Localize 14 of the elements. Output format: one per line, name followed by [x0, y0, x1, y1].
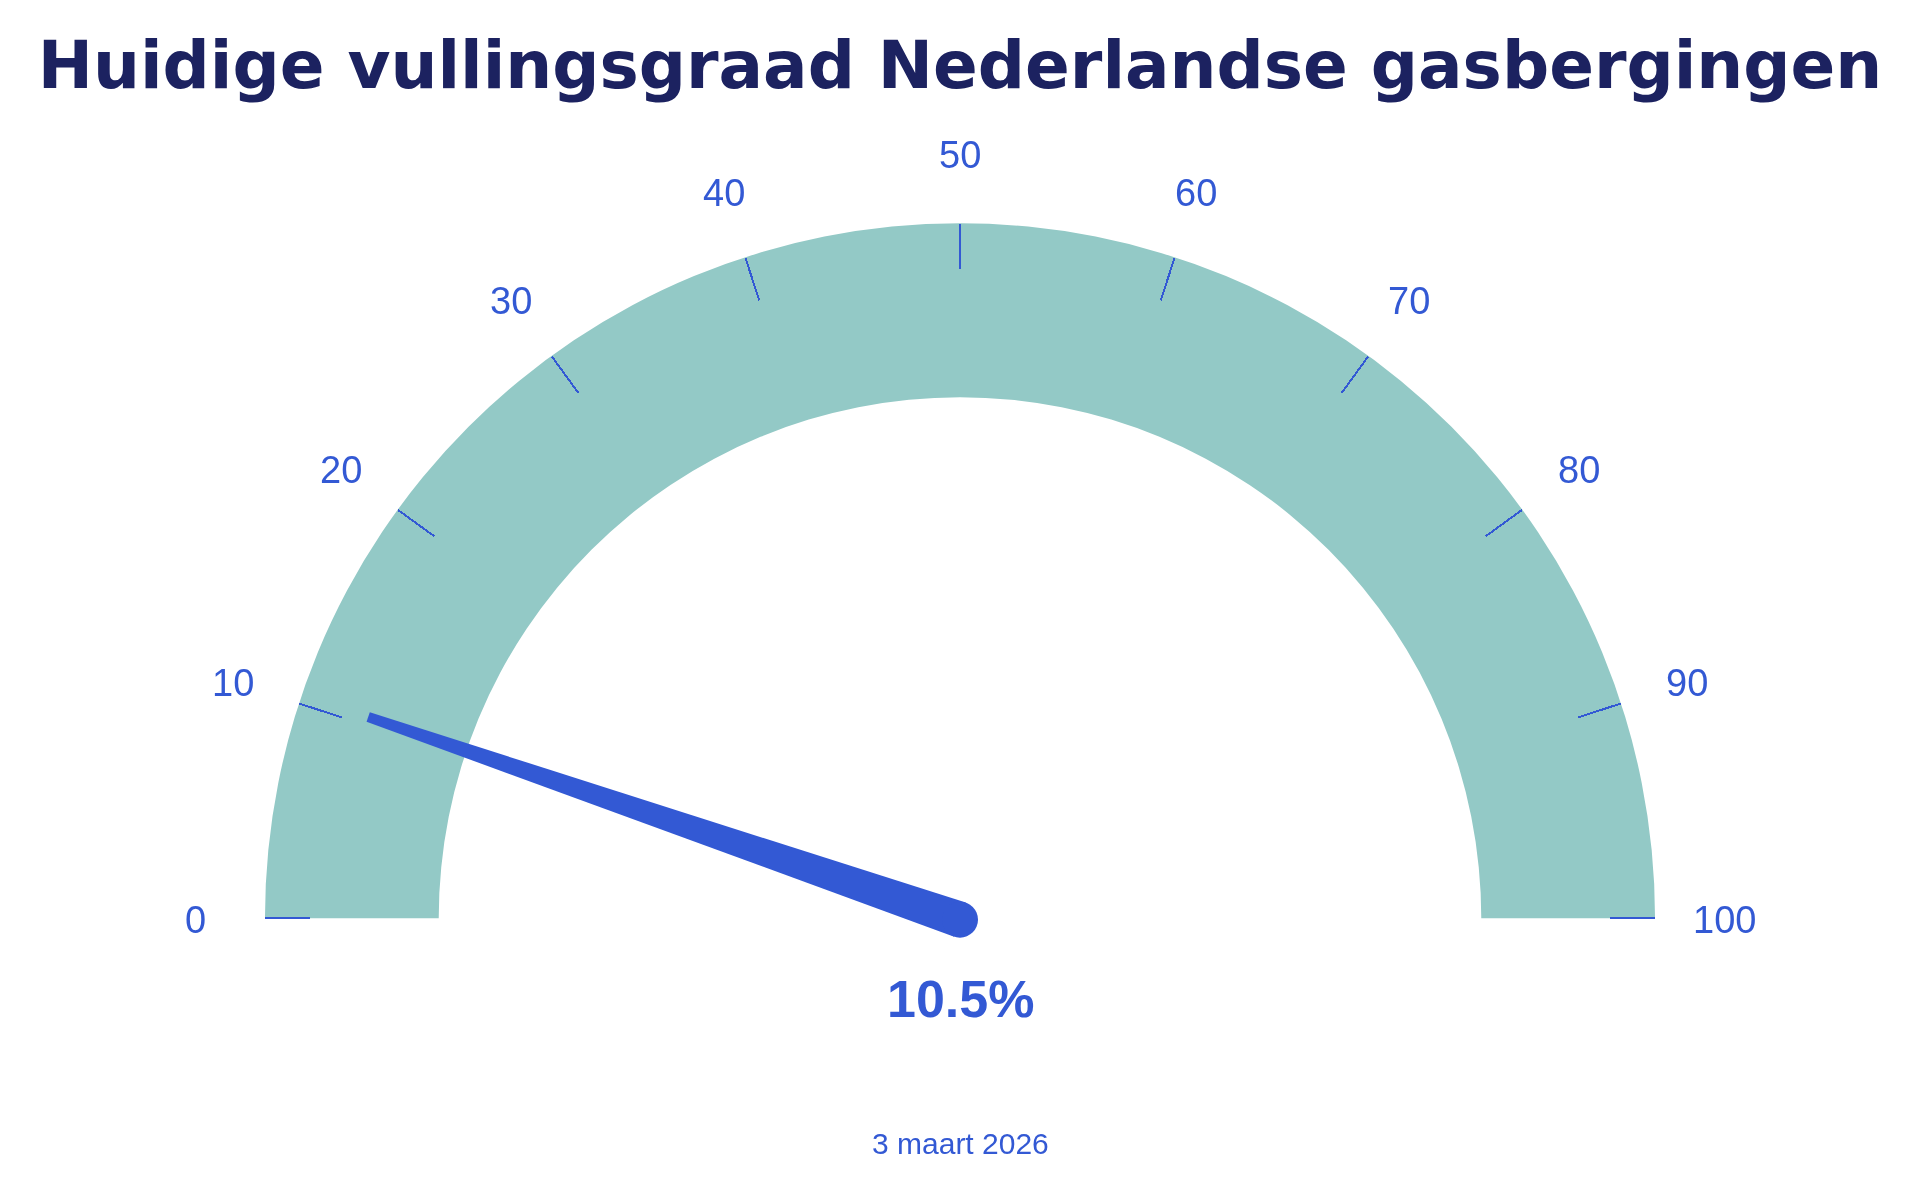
- text: Huidige vullingsgraad Nederlandse gasbergingen: [37, 27, 1883, 105]
- text: 100: [1693, 899, 1757, 941]
- text: 10: [212, 662, 255, 704]
- text: 3 maart 2026: [872, 1127, 1049, 1160]
- text: 70: [1388, 280, 1431, 322]
- text: 80: [1558, 449, 1601, 491]
- data-label: 10.5%: [887, 970, 1035, 1028]
- text: 20: [320, 449, 363, 491]
- text: 50: [939, 134, 982, 176]
- text: 40: [703, 172, 746, 214]
- text: 60: [1175, 172, 1218, 214]
- text: 90: [1666, 662, 1709, 704]
- text: 30: [490, 280, 533, 322]
- text: 0: [185, 899, 207, 941]
